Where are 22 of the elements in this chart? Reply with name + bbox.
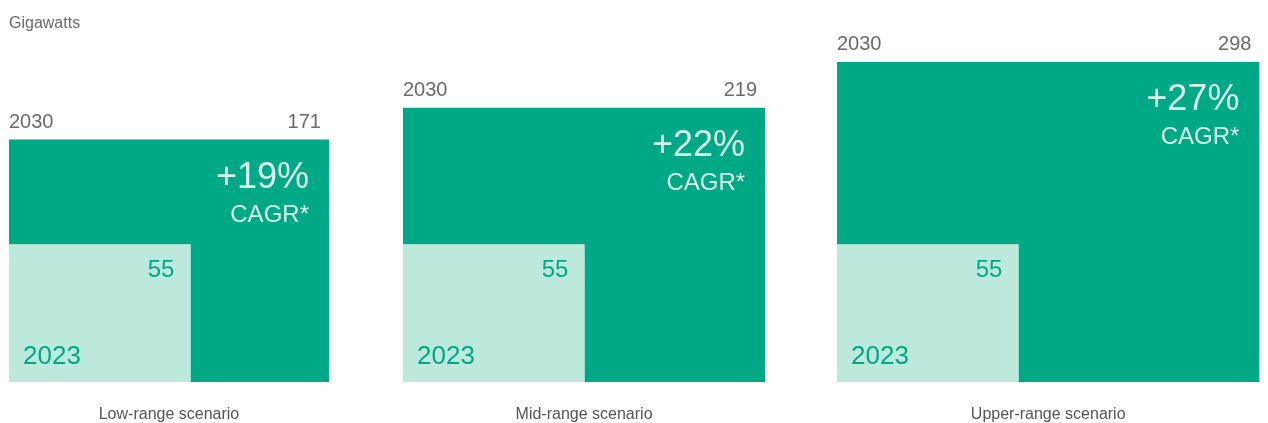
data-label: 55 [541,254,569,282]
text: +27% [1146,77,1240,118]
text: CAGR* [230,199,309,227]
data-label: 219 [723,77,758,100]
data-label: 171 [287,109,321,132]
data-label: 55 [975,254,1003,282]
category-label: 2023 [417,340,475,370]
text: Mid-range scenario [515,405,653,422]
category-label: 2030 [403,77,448,100]
data-label: 55 [147,254,175,282]
text: CAGR* [1160,122,1240,149]
text: Low-range scenario [98,405,240,422]
category-label: 2023 [23,340,81,370]
text: Upper-range scenario [970,405,1126,422]
category-label: 2030 [9,109,54,132]
text: CAGR* [666,167,746,195]
category-label: 2030 [837,32,882,54]
text: +22% [652,122,746,164]
text: +19% [215,154,309,196]
text: Gigawatts [9,14,81,31]
category-label: 2023 [851,340,909,370]
data-label: 298 [1218,32,1252,54]
